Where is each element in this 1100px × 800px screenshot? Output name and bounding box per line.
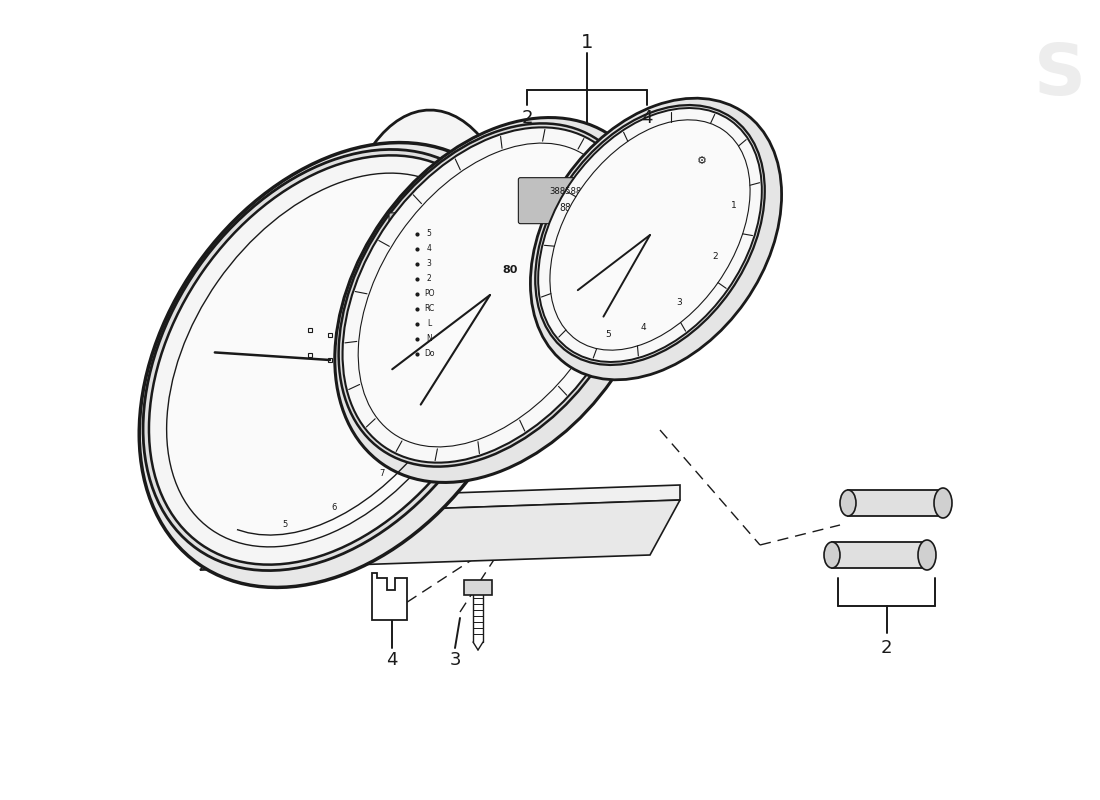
Ellipse shape xyxy=(342,127,638,462)
Text: 120: 120 xyxy=(546,255,564,265)
Polygon shape xyxy=(349,239,373,258)
Text: 320: 320 xyxy=(460,202,473,208)
Text: S: S xyxy=(1034,41,1086,110)
Text: N: N xyxy=(427,334,432,343)
Polygon shape xyxy=(848,490,943,516)
Text: 1: 1 xyxy=(581,33,593,51)
Text: 4: 4 xyxy=(640,322,646,331)
Polygon shape xyxy=(412,442,432,462)
Text: 388588: 388588 xyxy=(549,187,582,196)
Text: 3: 3 xyxy=(676,298,682,307)
Ellipse shape xyxy=(334,118,659,482)
Ellipse shape xyxy=(530,98,782,380)
Text: 2: 2 xyxy=(881,639,892,657)
Ellipse shape xyxy=(166,173,494,547)
Text: 2: 2 xyxy=(427,274,431,283)
Text: 88: 88 xyxy=(560,202,571,213)
Text: Do: Do xyxy=(424,350,434,358)
Ellipse shape xyxy=(934,488,952,518)
Text: 8: 8 xyxy=(426,416,430,425)
Polygon shape xyxy=(372,573,407,620)
Text: a division for parts: a division for parts xyxy=(257,366,503,474)
Polygon shape xyxy=(200,500,680,570)
Text: 4: 4 xyxy=(641,109,652,127)
Text: L: L xyxy=(427,319,431,329)
Text: 3: 3 xyxy=(449,651,461,669)
Text: 4/4: 4/4 xyxy=(569,286,582,294)
Text: 5: 5 xyxy=(427,230,431,238)
Text: RC: RC xyxy=(425,305,435,314)
Polygon shape xyxy=(337,110,563,430)
Polygon shape xyxy=(345,326,482,475)
FancyBboxPatch shape xyxy=(518,178,613,224)
Polygon shape xyxy=(302,254,415,361)
Polygon shape xyxy=(250,485,680,515)
Text: 80: 80 xyxy=(503,265,518,275)
Text: 2/4: 2/4 xyxy=(559,310,572,319)
Ellipse shape xyxy=(538,108,762,362)
Polygon shape xyxy=(409,418,459,470)
Text: 4: 4 xyxy=(386,651,398,669)
Polygon shape xyxy=(302,361,411,514)
Polygon shape xyxy=(408,434,440,466)
Text: 000000: 000000 xyxy=(414,220,439,226)
Text: 250: 250 xyxy=(410,202,424,208)
Text: 6: 6 xyxy=(331,503,337,513)
Polygon shape xyxy=(832,542,927,568)
Text: 2: 2 xyxy=(521,109,532,127)
FancyBboxPatch shape xyxy=(389,213,463,235)
Text: 5: 5 xyxy=(605,330,612,339)
Ellipse shape xyxy=(550,120,750,350)
Polygon shape xyxy=(464,580,492,595)
Ellipse shape xyxy=(918,540,936,570)
Text: ⚙: ⚙ xyxy=(696,156,706,166)
Ellipse shape xyxy=(143,150,517,570)
Ellipse shape xyxy=(840,490,856,516)
Ellipse shape xyxy=(536,105,764,365)
Text: 4: 4 xyxy=(427,245,431,254)
Ellipse shape xyxy=(359,143,622,447)
Ellipse shape xyxy=(339,123,641,466)
Ellipse shape xyxy=(148,155,512,565)
Text: 7: 7 xyxy=(379,470,385,478)
Ellipse shape xyxy=(140,142,537,587)
Ellipse shape xyxy=(824,542,840,568)
Text: 2: 2 xyxy=(713,253,718,262)
Text: 1: 1 xyxy=(730,201,736,210)
Text: PO: PO xyxy=(424,290,434,298)
Text: 5: 5 xyxy=(283,520,288,529)
Text: 3: 3 xyxy=(427,259,431,269)
Text: 300: 300 xyxy=(436,210,449,215)
